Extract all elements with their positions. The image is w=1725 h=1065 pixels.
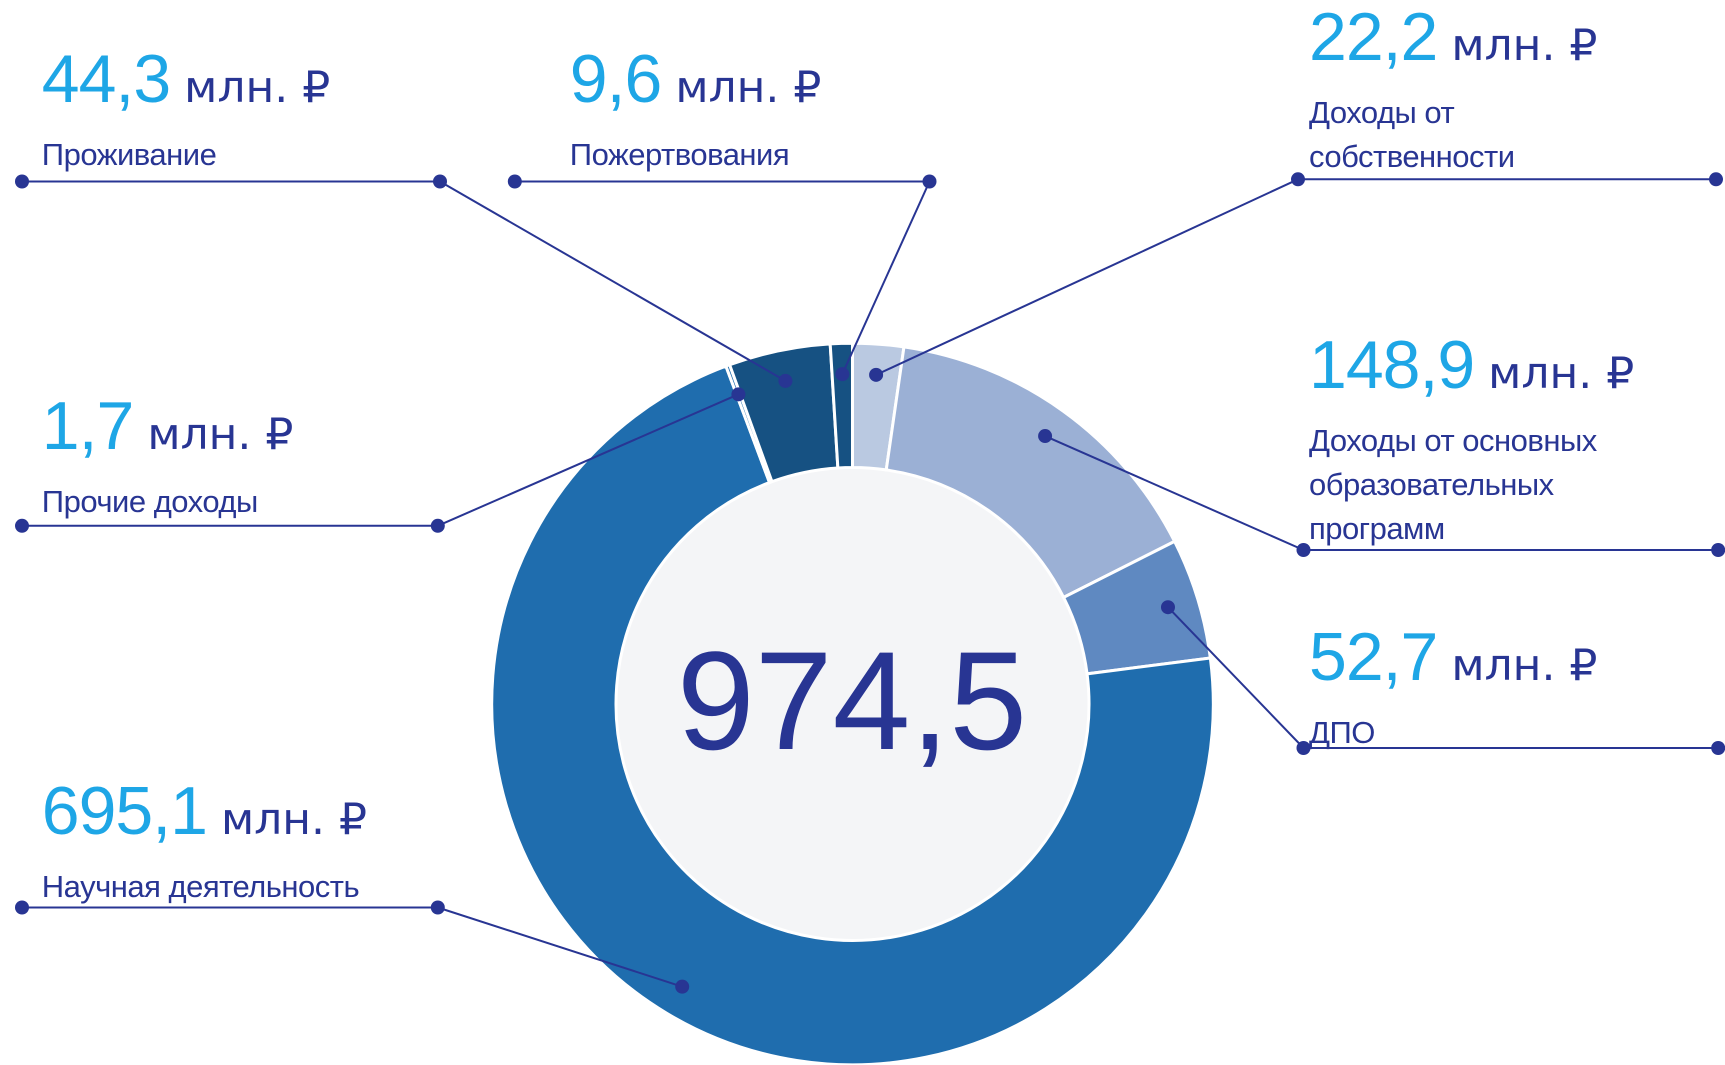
category-label: Научная деятельность xyxy=(41,868,360,904)
leader-line xyxy=(1044,435,1304,551)
leader-dot xyxy=(1296,741,1311,755)
category-label: Пожертвования xyxy=(569,137,790,172)
leader-dot xyxy=(778,373,793,388)
value-label: 695,1 xyxy=(41,772,208,849)
segment-label: 695,1 млн. ₽ Научная деятельность xyxy=(42,776,592,909)
unit-label: млн. ₽ xyxy=(675,62,822,113)
unit-label: млн. ₽ xyxy=(1451,639,1598,691)
leader-line xyxy=(875,178,1299,376)
leader-dot xyxy=(731,387,746,402)
segment-label: 52,7 млн. ₽ ДПО xyxy=(1309,622,1683,755)
value-label: 44,3 xyxy=(41,41,171,117)
category-label: Прочие доходы xyxy=(41,483,258,519)
leader-line xyxy=(841,181,931,375)
category-label: Проживание xyxy=(41,137,217,172)
leader-dot xyxy=(507,174,522,189)
leader-line xyxy=(1167,606,1305,749)
unit-label: млн. ₽ xyxy=(1451,20,1598,72)
segment-label: 1,7 млн. ₽ Прочие доходы xyxy=(42,391,592,524)
value-row: 22,2 млн. ₽ xyxy=(1309,0,1597,91)
leader-line xyxy=(437,906,683,988)
donut-segment xyxy=(490,364,1215,1065)
leader-dot xyxy=(433,174,447,189)
value-row: 148,9 млн. ₽ xyxy=(1309,330,1683,419)
leader-dot xyxy=(1711,543,1725,557)
leader-dot xyxy=(675,979,690,994)
value-label: 1,7 xyxy=(41,387,135,464)
category-label: ДПО xyxy=(1309,714,1375,750)
donut-inner xyxy=(616,467,1089,941)
segment-label: 44,3 млн. ₽ Проживание xyxy=(42,44,592,177)
value-label: 9,6 xyxy=(569,41,663,117)
leader-dot xyxy=(15,174,29,189)
value-row: 1,7 млн. ₽ xyxy=(42,391,592,480)
leader-dot xyxy=(1160,600,1175,615)
value-row: 52,7 млн. ₽ xyxy=(1309,622,1683,711)
segment-label: 9,6 млн. ₽ Пожертвования xyxy=(570,44,1120,177)
leader-dot xyxy=(835,367,850,382)
leader-dot xyxy=(15,518,29,533)
leader-dot xyxy=(869,367,884,382)
leader-dot xyxy=(1296,543,1311,557)
segment-label: 148,9 млн. ₽ Доходы от основных образовате… xyxy=(1309,330,1683,551)
value-label: 148,9 xyxy=(1309,327,1475,403)
value-row: 695,1 млн. ₽ xyxy=(42,776,592,865)
leader-dot xyxy=(1711,741,1725,755)
value-row: 9,6 млн. ₽ xyxy=(570,44,1120,133)
unit-label: млн. ₽ xyxy=(220,793,368,845)
leader-dot xyxy=(15,900,29,915)
leader-dot xyxy=(1291,172,1305,187)
category-label: Доходы от собственности xyxy=(1309,95,1515,175)
leader-dot xyxy=(1038,429,1053,444)
leader-dot xyxy=(430,518,445,533)
leader-dot xyxy=(430,900,445,915)
unit-label: млн. ₽ xyxy=(1488,348,1635,399)
leader-dot xyxy=(1709,172,1723,187)
unit-label: млн. ₽ xyxy=(147,408,294,460)
value-label: 52,7 xyxy=(1309,618,1438,695)
leader-line xyxy=(437,393,739,527)
total-label: 974,5 xyxy=(676,622,1028,779)
leader-line xyxy=(439,180,786,382)
value-label: 22,2 xyxy=(1309,0,1438,76)
unit-label: млн. ₽ xyxy=(184,62,331,113)
leader-dot xyxy=(922,174,937,189)
value-row: 44,3 млн. ₽ xyxy=(42,44,592,133)
segment-label: 22,2 млн. ₽ Доходы от собственности xyxy=(1309,0,1597,179)
category-label: Доходы от основных образовательных прогр… xyxy=(1309,423,1597,546)
